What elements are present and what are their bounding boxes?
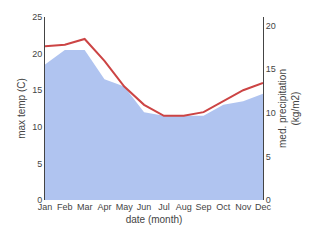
svg-text:20: 20	[32, 49, 42, 59]
svg-text:0: 0	[37, 195, 42, 205]
svg-text:5: 5	[37, 159, 42, 169]
svg-text:Sep: Sep	[196, 202, 212, 212]
svg-text:10: 10	[266, 108, 276, 118]
svg-text:15: 15	[32, 85, 42, 95]
svg-text:5: 5	[266, 152, 271, 162]
svg-text:Jun: Jun	[137, 202, 152, 212]
svg-text:25: 25	[32, 12, 42, 22]
svg-text:Feb: Feb	[57, 202, 73, 212]
svg-text:Nov: Nov	[235, 202, 252, 212]
svg-text:date (month): date (month)	[126, 214, 183, 225]
svg-text:Apr: Apr	[97, 202, 111, 212]
svg-text:May: May	[116, 202, 134, 212]
svg-text:Jan: Jan	[38, 202, 53, 212]
svg-text:10: 10	[32, 122, 42, 132]
svg-text:max temp (C): max temp (C)	[16, 78, 27, 139]
svg-text:Jul: Jul	[158, 202, 170, 212]
svg-text:Dec: Dec	[255, 202, 272, 212]
svg-text:15: 15	[266, 64, 276, 74]
svg-text:0: 0	[266, 195, 271, 205]
svg-text:20: 20	[266, 21, 276, 31]
svg-text:Mar: Mar	[77, 202, 93, 212]
svg-text:Oct: Oct	[216, 202, 231, 212]
svg-text:med. precipitation(kg/m2): med. precipitation(kg/m2)	[277, 69, 301, 148]
svg-text:Aug: Aug	[176, 202, 192, 212]
